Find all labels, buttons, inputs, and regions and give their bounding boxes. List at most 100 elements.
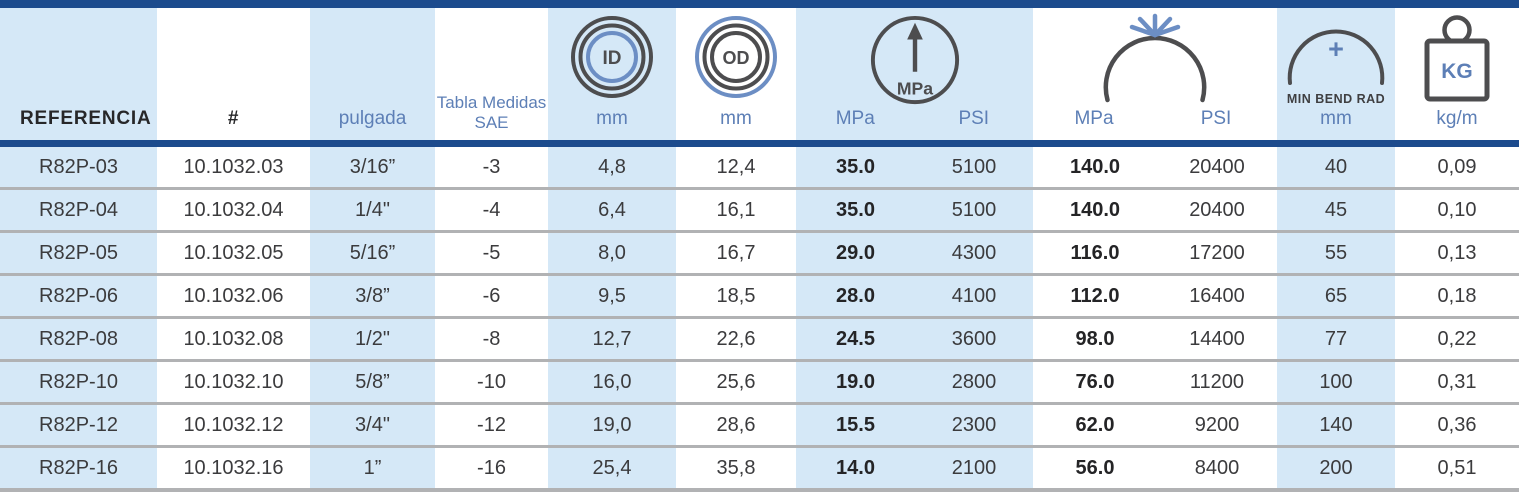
wp-psi-label: PSI: [958, 108, 990, 129]
cell-id_mm: 8,0: [548, 233, 676, 273]
weight-unit-label: kg/m: [1436, 108, 1478, 129]
cell-od_mm: 35,8: [716, 456, 756, 479]
header-working-pressure: MPa MPa PSI: [796, 8, 1033, 140]
outer-diameter-icon: OD: [695, 16, 777, 98]
cell-numero: 10.1032.05: [183, 241, 284, 264]
cell-bp_mpa: 140.0: [1069, 198, 1121, 221]
cell-weight_kgm: 0,13: [1437, 241, 1477, 264]
cell-wp_mpa: 15.5: [796, 405, 915, 445]
gauge-icon-text: MPa: [896, 78, 932, 98]
cell-id_mm: 16,0: [548, 362, 676, 402]
cell-bp_mpa: 112.0: [1070, 284, 1120, 307]
cell-pulgada: 1/4": [310, 190, 435, 230]
cell-od_mm: 22,6: [716, 327, 756, 350]
part-number-label: #: [227, 108, 240, 129]
cell-bp_psi: 20400: [1189, 155, 1245, 178]
cell-wp_mpa: 24.5: [796, 319, 915, 359]
cell-numero: 10.1032.16: [183, 456, 284, 479]
cell-weight_kgm: 0,31: [1437, 370, 1477, 393]
cell-referencia: R82P-04: [0, 190, 157, 230]
bp-psi-label: PSI: [1200, 108, 1232, 129]
cell-od_mm: 12,4: [716, 155, 756, 178]
sae-label-line1: Tabla Medidas: [436, 92, 547, 112]
cell-sae: -5: [482, 241, 501, 264]
table-row: R82P-04 10.1032.04 1/4" -4 6,4 16,1 35.0 5100 14…: [0, 190, 1519, 233]
cell-pulgada: 1”: [310, 448, 435, 488]
cell-referencia: R82P-16: [0, 448, 157, 488]
cell-pulgada: 3/16”: [310, 147, 435, 187]
cell-bp_psi: 17200: [1189, 241, 1245, 264]
cell-bend_mm: 40: [1277, 147, 1395, 187]
cell-od_mm: 16,7: [716, 241, 756, 264]
cell-weight_kgm: 0,22: [1437, 327, 1477, 350]
table-row: R82P-03 10.1032.03 3/16” -3 4,8 12,4 35.0 5100 1…: [0, 147, 1519, 190]
min-bend-caption: MIN BEND RAD: [1287, 92, 1385, 106]
cell-weight_kgm: 0,18: [1437, 284, 1477, 307]
table-header: REFERENCIA # pulgada Tabla Medidas SAE I…: [0, 8, 1519, 140]
cell-bp_mpa: 76.0: [1075, 370, 1115, 393]
header-referencia: REFERENCIA: [0, 8, 157, 140]
cell-sae: -10: [477, 370, 506, 393]
cell-wp_psi: 4100: [915, 276, 1033, 316]
header-underline: [0, 140, 1519, 147]
cell-weight_kgm: 0,09: [1437, 155, 1477, 178]
header-inner-diameter: ID mm: [548, 8, 676, 140]
table-row: R82P-16 10.1032.16 1” -16 25,4 35,8 14.0 2100 56…: [0, 448, 1519, 492]
cell-pulgada: 5/8”: [310, 362, 435, 402]
cell-bp_mpa: 56.0: [1075, 456, 1115, 479]
burst-pressure-icon: [1103, 13, 1207, 103]
cell-weight_kgm: 0,10: [1437, 198, 1477, 221]
cell-numero: 10.1032.10: [183, 370, 284, 393]
cell-pulgada: 1/2": [310, 319, 435, 359]
table-row: R82P-12 10.1032.12 3/4" -12 19,0 28,6 15.5 2300…: [0, 405, 1519, 448]
cell-numero: 10.1032.08: [183, 327, 284, 350]
bp-mpa-label: MPa: [1074, 108, 1114, 129]
cell-id_mm: 4,8: [548, 147, 676, 187]
cell-weight_kgm: 0,36: [1437, 413, 1477, 436]
cell-bend_mm: 65: [1277, 276, 1395, 316]
cell-referencia: R82P-03: [0, 147, 157, 187]
cell-od_mm: 28,6: [716, 413, 756, 436]
cell-wp_psi: 2100: [915, 448, 1033, 488]
table-body: R82P-03 10.1032.03 3/16” -3 4,8 12,4 35.0 5100 1…: [0, 147, 1519, 492]
id-icon-text: ID: [603, 48, 622, 69]
table-row: R82P-05 10.1032.05 5/16” -5 8,0 16,7 29.0 4300 1…: [0, 233, 1519, 276]
cell-wp_psi: 5100: [915, 190, 1033, 230]
min-bend-radius-icon: + MIN BEND RAD: [1287, 29, 1385, 106]
plus-icon: +: [1328, 34, 1344, 64]
cell-bend_mm: 77: [1277, 319, 1395, 359]
pulgada-label: pulgada: [338, 108, 407, 129]
cell-id_mm: 9,5: [548, 276, 676, 316]
cell-sae: -3: [482, 155, 501, 178]
cell-numero: 10.1032.04: [183, 198, 284, 221]
cell-bp_psi: 16400: [1189, 284, 1245, 307]
header-outer-diameter: OD mm: [676, 8, 796, 140]
cell-referencia: R82P-10: [0, 362, 157, 402]
cell-wp_mpa: 35.0: [796, 147, 915, 187]
cell-sae: -16: [477, 456, 506, 479]
cell-pulgada: 3/8”: [310, 276, 435, 316]
cell-id_mm: 25,4: [548, 448, 676, 488]
cell-bend_mm: 45: [1277, 190, 1395, 230]
cell-numero: 10.1032.03: [183, 155, 284, 178]
cell-weight_kgm: 0,51: [1437, 456, 1477, 479]
cell-bp_psi: 8400: [1194, 456, 1240, 479]
id-unit-label: mm: [596, 108, 628, 129]
table-top-border: [0, 0, 1519, 8]
cell-sae: -6: [482, 284, 501, 307]
header-min-bend-radius: + MIN BEND RAD mm: [1277, 8, 1395, 140]
cell-numero: 10.1032.06: [183, 284, 284, 307]
header-part-number: #: [157, 8, 310, 140]
cell-bp_mpa: 140.0: [1069, 155, 1121, 178]
cell-bp_psi: 14400: [1189, 327, 1245, 350]
cell-od_mm: 25,6: [716, 370, 756, 393]
cell-bend_mm: 140: [1277, 405, 1395, 445]
cell-referencia: R82P-06: [0, 276, 157, 316]
table-row: R82P-06 10.1032.06 3/8” -6 9,5 18,5 28.0 4100 11…: [0, 276, 1519, 319]
table-row: R82P-10 10.1032.10 5/8” -10 16,0 25,6 19.0 2800…: [0, 362, 1519, 405]
working-pressure-gauge-icon: MPa: [870, 15, 959, 105]
cell-wp_psi: 4300: [915, 233, 1033, 273]
cell-bp_psi: 20400: [1189, 198, 1245, 221]
cell-wp_mpa: 19.0: [796, 362, 915, 402]
